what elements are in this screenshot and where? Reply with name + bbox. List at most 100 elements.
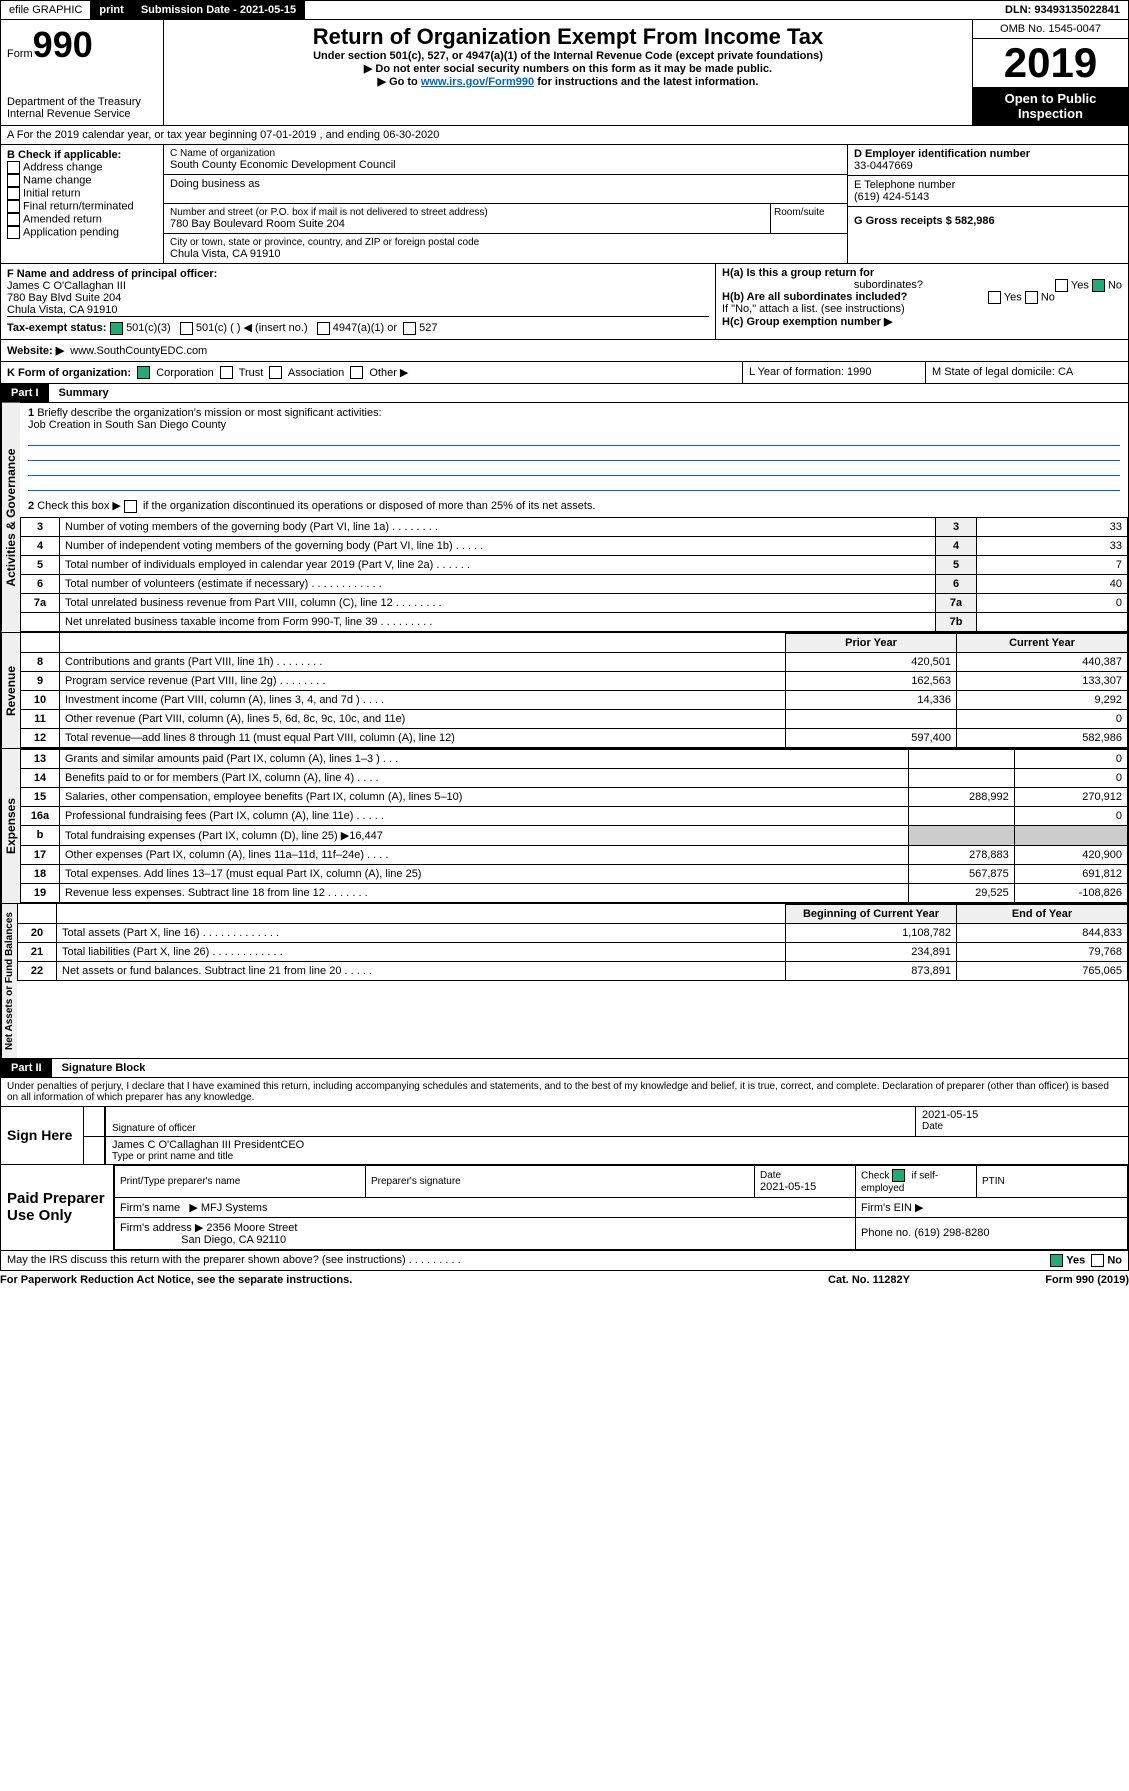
table-row: 6Total number of volunteers (estimate if… xyxy=(21,574,1128,593)
hb-no[interactable] xyxy=(1025,291,1038,304)
table-row: 5Total number of individuals employed in… xyxy=(21,555,1128,574)
dln: DLN: 93493135022841 xyxy=(997,1,1128,19)
hb-label: H(b) Are all subordinates included? xyxy=(722,291,907,303)
discontinued-checkbox[interactable] xyxy=(124,500,137,513)
j-label: Website: ▶ xyxy=(7,345,64,357)
form-title: Return of Organization Exempt From Incom… xyxy=(170,24,966,50)
f-label: F Name and address of principal officer: xyxy=(7,268,709,280)
hb-yes[interactable] xyxy=(988,291,1001,304)
omb-number: OMB No. 1545-0047 xyxy=(973,20,1128,39)
org-name: South County Economic Development Counci… xyxy=(170,159,841,171)
k-option-3: Other ▶ xyxy=(344,367,408,379)
city-state-zip: Chula Vista, CA 91910 xyxy=(170,248,841,260)
table-row: 4Number of independent voting members of… xyxy=(21,536,1128,555)
officer-addr2: Chula Vista, CA 91910 xyxy=(7,304,709,316)
table-row: 10Investment income (Part VIII, column (… xyxy=(21,690,1128,709)
discuss-row: May the IRS discuss this return with the… xyxy=(0,1251,1129,1271)
table-row: 15Salaries, other compensation, employee… xyxy=(21,787,1128,806)
table-row: 16aProfessional fundraising fees (Part I… xyxy=(21,806,1128,825)
paid-preparer-block: Paid Preparer Use Only Print/Type prepar… xyxy=(0,1165,1129,1251)
line-a: A For the 2019 calendar year, or tax yea… xyxy=(0,126,1129,145)
street-address: 780 Bay Boulevard Room Suite 204 xyxy=(170,218,764,230)
print-button[interactable]: print xyxy=(91,1,132,19)
sig-date-label: Date xyxy=(922,1121,1122,1132)
sig-officer-label: Signature of officer xyxy=(112,1123,909,1134)
perjury-declaration: Under penalties of perjury, I declare th… xyxy=(0,1078,1129,1107)
table-row: 21Total liabilities (Part X, line 26) . … xyxy=(18,942,1128,961)
checkbox-application-pending: Application pending xyxy=(7,226,157,239)
checkbox-address-change: Address change xyxy=(7,161,157,174)
discuss-question: May the IRS discuss this return with the… xyxy=(7,1254,1050,1267)
form-header: Form990 Department of the Treasury Inter… xyxy=(0,20,1129,126)
na-label: Net Assets or Fund Balances xyxy=(1,904,17,1058)
submission-date: Submission Date - 2021-05-15 xyxy=(133,1,305,19)
officer-name: James C O'Callaghan III xyxy=(7,280,709,292)
irs-label: Internal Revenue Service xyxy=(7,108,157,120)
prep-sig-hdr: Preparer's signature xyxy=(371,1176,461,1187)
dba-label: Doing business as xyxy=(164,175,847,204)
subtitle-1: Under section 501(c), 527, or 4947(a)(1)… xyxy=(170,50,966,62)
table-row: bTotal fundraising expenses (Part IX, co… xyxy=(21,825,1128,845)
checkbox-name-change: Name change xyxy=(7,174,157,187)
part1-title: Summary xyxy=(49,387,109,399)
ptin-hdr: PTIN xyxy=(982,1176,1005,1187)
k-option-1: Trust xyxy=(214,367,264,379)
discuss-no[interactable] xyxy=(1091,1254,1104,1267)
discuss-yes[interactable] xyxy=(1050,1254,1063,1267)
self-employed-checkbox[interactable] xyxy=(892,1169,905,1182)
table-row: 7aTotal unrelated business revenue from … xyxy=(21,593,1128,612)
k-label: K Form of organization: xyxy=(7,367,131,379)
m-value: M State of legal domicile: CA xyxy=(926,362,1128,384)
ha-yes[interactable] xyxy=(1055,279,1068,292)
subtitle-3b: for instructions and the latest informat… xyxy=(534,76,758,88)
expenses-section: Expenses 13Grants and similar amounts pa… xyxy=(0,749,1129,904)
officer-addr1: 780 Bay Blvd Suite 204 xyxy=(7,292,709,304)
501c3-checkbox[interactable] xyxy=(110,322,123,335)
table-row: 22Net assets or fund balances. Subtract … xyxy=(18,961,1128,980)
table-row: 11Other revenue (Part VIII, column (A), … xyxy=(21,709,1128,728)
subtitle-2: ▶ Do not enter social security numbers o… xyxy=(170,62,966,75)
cat-no: Cat. No. 11282Y xyxy=(769,1274,969,1286)
tax-year: 2019 xyxy=(973,39,1128,87)
form-label: Form xyxy=(7,48,33,60)
table-row: Net unrelated business taxable income fr… xyxy=(21,612,1128,631)
open-public: Open to Public xyxy=(1005,91,1097,106)
k-option-2: Association xyxy=(263,367,344,379)
klm-row: K Form of organization: Corporation Trus… xyxy=(0,362,1129,385)
4947-checkbox[interactable] xyxy=(317,322,330,335)
top-toolbar: efile GRAPHIC print Submission Date - 20… xyxy=(0,0,1129,20)
table-row: 3Number of voting members of the governi… xyxy=(21,517,1128,536)
527-checkbox[interactable] xyxy=(403,322,416,335)
fhi-block: F Name and address of principal officer:… xyxy=(0,264,1129,340)
exp-label: Expenses xyxy=(1,749,20,903)
sign-here-block: Sign Here Signature of officer 2021-05-1… xyxy=(0,1107,1129,1165)
k-option-0: Corporation xyxy=(134,367,214,379)
501c-checkbox[interactable] xyxy=(180,322,193,335)
netassets-section: Net Assets or Fund Balances Beginning of… xyxy=(0,904,1129,1059)
part2-tab: Part II xyxy=(1,1059,52,1077)
checkbox-amended-return: Amended return xyxy=(7,213,157,226)
table-row: 20Total assets (Part X, line 16) . . . .… xyxy=(18,923,1128,942)
ha-label: H(a) Is this a group return for xyxy=(722,267,874,279)
firm-city: San Diego, CA 92110 xyxy=(181,1234,286,1246)
paid-preparer-title: Paid Preparer Use Only xyxy=(1,1165,114,1250)
dept-treasury: Department of the Treasury xyxy=(7,96,157,108)
revenue-section: Revenue Prior YearCurrent Year8Contribut… xyxy=(0,633,1129,749)
ha-no[interactable] xyxy=(1092,279,1105,292)
officer-name-title: James C O'Callaghan III PresidentCEO xyxy=(112,1139,1122,1151)
firm-name: ▶ MFJ Systems xyxy=(189,1202,267,1214)
table-row: 17Other expenses (Part IX, column (A), l… xyxy=(21,845,1128,864)
d-label: D Employer identification number xyxy=(854,148,1122,160)
table-row: 8Contributions and grants (Part VIII, li… xyxy=(21,652,1128,671)
addr-label: Number and street (or P.O. box if mail i… xyxy=(170,207,764,218)
room-suite: Room/suite xyxy=(770,204,847,233)
activities-governance: Activities & Governance 1 Briefly descri… xyxy=(0,403,1129,633)
ag-label: Activities & Governance xyxy=(1,403,20,632)
pra-notice: For Paperwork Reduction Act Notice, see … xyxy=(0,1274,769,1286)
part1-tab: Part I xyxy=(1,384,49,402)
e-label: E Telephone number xyxy=(854,179,1122,191)
b-header: B Check if applicable: xyxy=(7,149,157,161)
instructions-link[interactable]: www.irs.gov/Form990 xyxy=(421,76,534,88)
table-row: 18Total expenses. Add lines 13–17 (must … xyxy=(21,864,1128,883)
hb-note: If "No," attach a list. (see instruction… xyxy=(722,303,1122,315)
